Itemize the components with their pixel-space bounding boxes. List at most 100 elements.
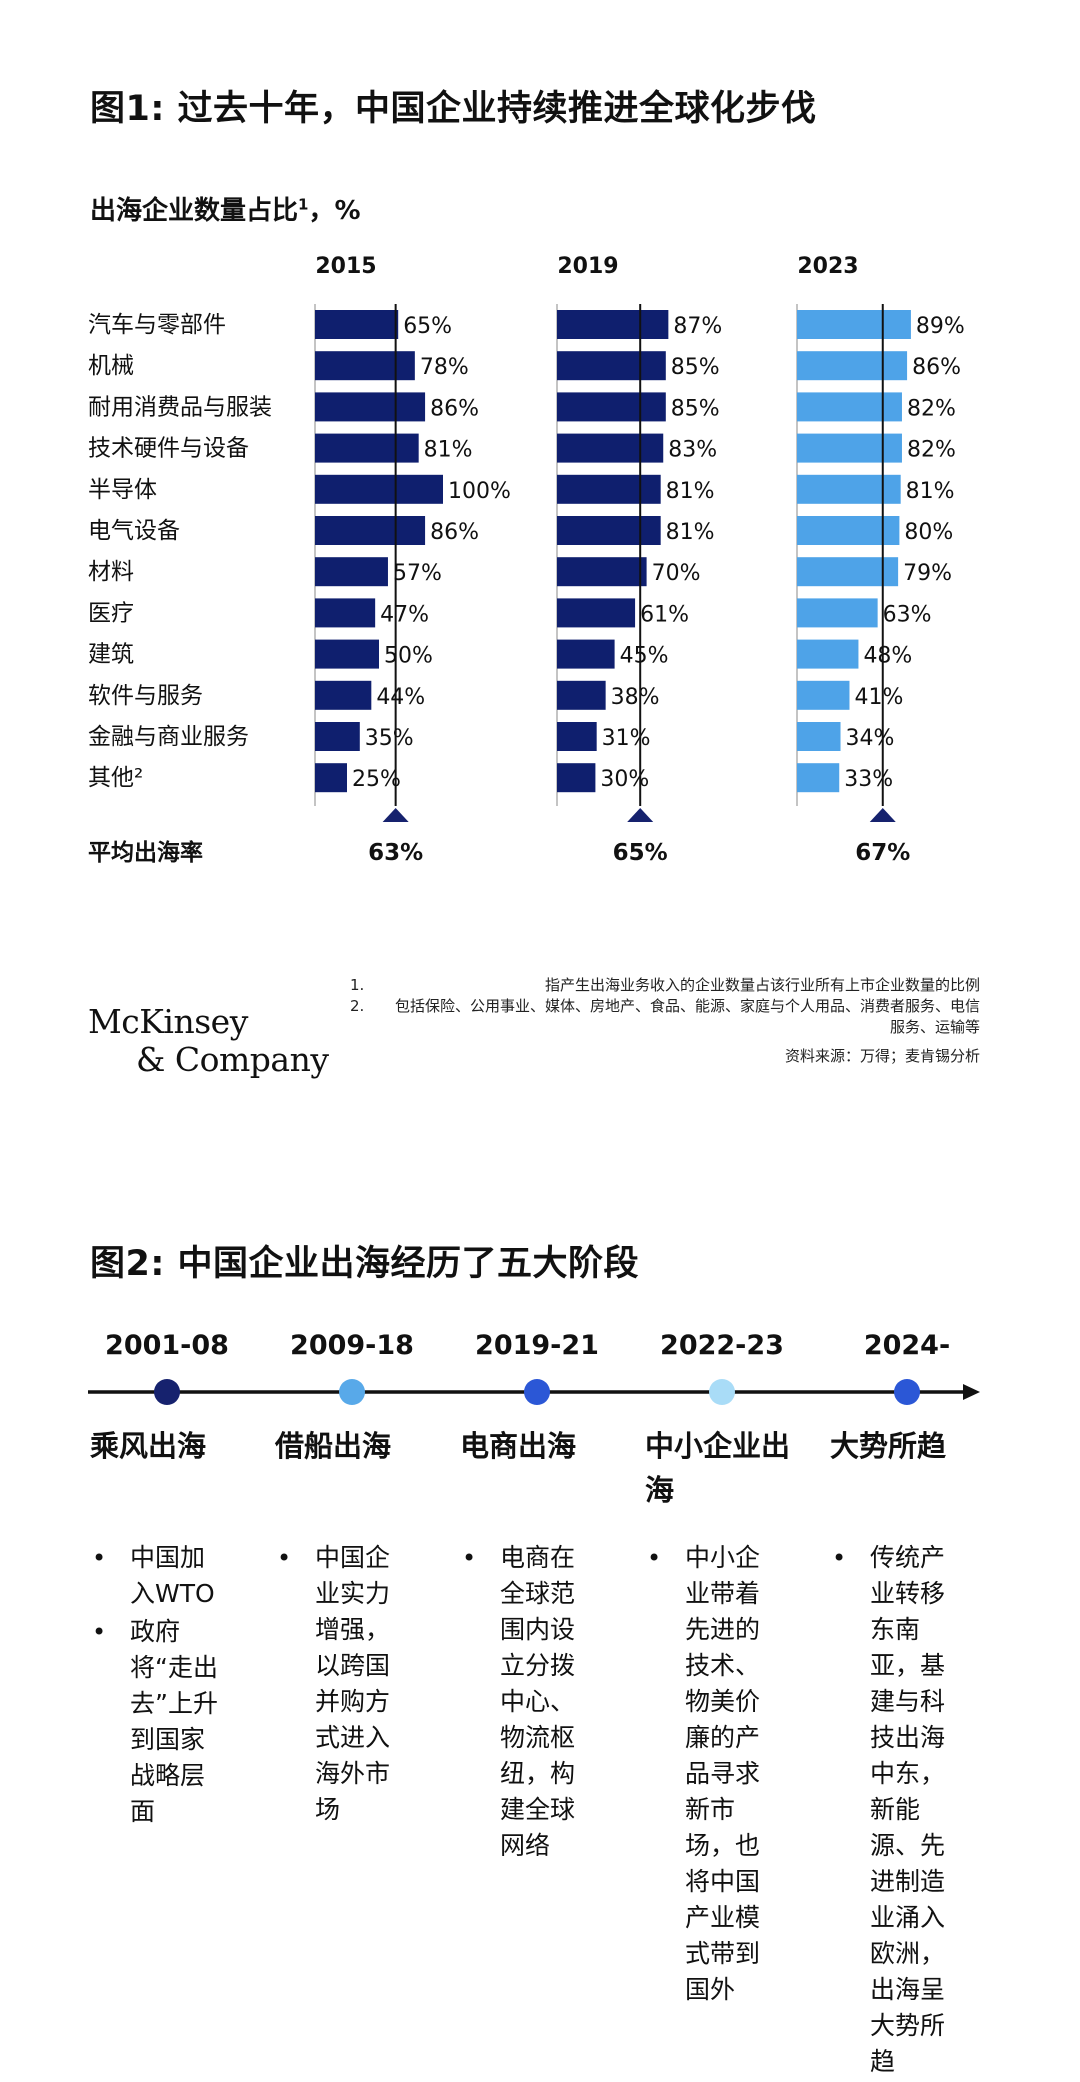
category-label: 其他² [88,765,143,791]
data-label: 63% [883,602,932,627]
bar [315,351,415,381]
stage-name: 大势所趋 [830,1429,947,1463]
bar [797,392,902,422]
data-label: 86% [912,355,961,380]
stage-bullets: 传统产业转移东南亚，基建与科技出海中东，新能源、先进制造业涌入欧洲，出海呈大势所… [832,1540,964,2082]
data-label: 34% [846,726,895,751]
bar [797,310,911,339]
bar [797,351,908,381]
bar [797,516,900,545]
category-label: 医疗 [88,600,134,626]
category-label: 汽车与零部件 [88,312,226,338]
bar [557,557,647,587]
mckinsey-logo: McKinsey & Company [88,1002,329,1079]
average-marker-icon [627,808,654,822]
bullet-item: 传统产业转移东南亚，基建与科技出海中东，新能源、先进制造业涌入欧洲，出海呈大势所… [832,1540,964,2080]
series-year-header: 2023 [797,254,858,279]
category-label: 软件与服务 [88,683,203,709]
bar [315,474,443,504]
series-year-header: 2015 [315,254,376,279]
average-value: 67% [855,840,910,866]
data-label: 78% [420,355,469,380]
bar [557,763,596,793]
bar [315,598,376,628]
bar [797,639,859,669]
data-label: 48% [863,644,912,669]
logo-line-2: & Company [136,1040,329,1079]
data-label: 80% [904,520,953,545]
category-label: 半导体 [88,477,157,503]
bar [557,392,666,422]
stage-name: 乘风出海 [90,1429,207,1463]
footnote-number: 1. [350,976,365,994]
data-label: 83% [668,438,717,463]
bar [315,763,347,793]
data-label: 79% [903,561,952,586]
bar [557,722,597,751]
stage-bullets: 电商在全球范围内设立分拨中心、物流枢纽，构建全球网络 [462,1540,590,1866]
data-label: 61% [640,602,689,627]
bar [315,392,426,422]
footnote-2: 2. 包括保险、公用事业、媒体、房地产、食品、能源、家庭与个人用品、消费者服务、… [350,996,980,1038]
figure-1-title: 图1: 过去十年，中国企业持续推进全球化步伐 [90,89,817,129]
bar [315,557,388,587]
bar [315,639,379,669]
logo-line-1: McKinsey [88,1002,248,1041]
timeline-dot [524,1379,550,1405]
timeline-dot [709,1379,735,1405]
data-label: 81% [666,479,715,504]
bar [797,763,840,793]
data-label: 81% [424,438,473,463]
category-label: 技术硬件与设备 [88,436,249,462]
average-marker-icon [869,808,896,822]
bullet-item: 政府将“走出去”上升到国家战略层面 [92,1614,228,1830]
timeline-dot [339,1379,365,1405]
bullet-item: 电商在全球范围内设立分拨中心、物流枢纽，构建全球网络 [462,1540,590,1864]
footnote-1: 1. 指产生出海业务收入的企业数量占该行业所有上市企业数量的比例 [350,975,980,996]
data-label: 85% [671,355,720,380]
stage-year: 2001-08 [105,1330,229,1361]
bar [315,310,399,339]
bar [557,310,669,339]
average-value: 65% [613,840,668,866]
data-label: 44% [376,685,425,710]
data-label: 25% [352,767,401,792]
data-label: 81% [666,520,715,545]
bullet-item: 中国加入WTO [92,1540,228,1612]
category-label: 建筑 [88,642,134,668]
data-label: 45% [620,644,669,669]
data-label: 57% [393,561,442,586]
bar [557,639,615,669]
data-label: 30% [600,767,649,792]
bar [315,433,419,463]
average-value: 63% [368,840,423,866]
data-label: 50% [384,644,433,669]
footnote-text: 指产生出海业务收入的企业数量占该行业所有上市企业数量的比例 [544,976,980,994]
timeline-dot [894,1379,920,1405]
series-year-header: 2019 [557,254,618,279]
bar [315,722,360,751]
stage-name: 借船出海 [275,1429,392,1463]
bar [557,598,636,628]
stage-bullets: 中国企业实力增强，以跨国并购方式进入海外市场 [277,1540,405,1830]
footnote-ref-1: 1 [298,195,309,214]
data-label: 70% [652,561,701,586]
timeline-arrow-icon [963,1384,980,1400]
bar [797,557,899,587]
category-label: 材料 [88,559,134,585]
stage-year: 2024- [863,1330,951,1361]
data-label: 33% [844,767,893,792]
timeline-dot [154,1379,180,1405]
bar [797,433,902,463]
bar [797,722,841,751]
category-label: 耐用消费品与服装 [88,394,272,420]
bar [797,598,878,628]
bar [797,474,901,504]
bar [557,474,661,504]
data-label: 82% [907,438,956,463]
footnotes: 1. 指产生出海业务收入的企业数量占该行业所有上市企业数量的比例 2. 包括保险… [350,975,980,1067]
data-label: 85% [671,396,720,421]
data-label: 86% [430,396,479,421]
data-label: 82% [907,396,956,421]
timeline [88,1379,980,1405]
